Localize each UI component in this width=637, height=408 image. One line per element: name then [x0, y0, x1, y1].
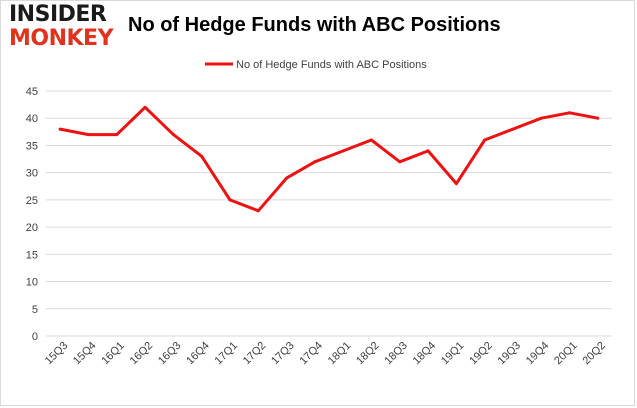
- data-point: [454, 182, 458, 186]
- insider-monkey-logo: INSIDER MONKEY: [9, 4, 119, 50]
- x-tick-label: 16Q3: [156, 340, 184, 368]
- data-point: [511, 127, 515, 131]
- y-tick-label: 30: [26, 168, 38, 180]
- data-point: [228, 198, 232, 202]
- legend: No of Hedge Funds with ABC Positions: [205, 59, 427, 71]
- x-tick-label: 19Q1: [439, 340, 467, 368]
- logo-line-2: MONKEY: [9, 26, 114, 51]
- y-tick-label: 35: [26, 140, 38, 152]
- chart-title: No of Hedge Funds with ABC Positions: [128, 14, 501, 36]
- data-point: [58, 127, 62, 131]
- x-tick-label: 19Q4: [524, 340, 552, 368]
- y-tick-label: 5: [32, 304, 38, 316]
- data-point: [483, 138, 487, 142]
- x-tick-label: 17Q3: [269, 340, 297, 368]
- data-point: [341, 149, 345, 153]
- x-tick-label: 16Q2: [128, 340, 156, 368]
- data-point: [426, 149, 430, 153]
- x-tick-label: 18Q4: [411, 340, 439, 368]
- data-point: [539, 116, 543, 120]
- data-point: [115, 133, 119, 137]
- x-tick-label: 16Q4: [184, 340, 212, 368]
- series-line: [59, 105, 599, 213]
- x-tick-label: 15Q4: [71, 340, 99, 368]
- x-tick-label: 18Q2: [354, 340, 382, 368]
- y-tick-label: 10: [26, 277, 38, 289]
- x-tick-label: 16Q1: [99, 340, 127, 368]
- data-point: [256, 209, 260, 213]
- data-point: [285, 176, 289, 180]
- data-point: [568, 111, 572, 115]
- legend-label: No of Hedge Funds with ABC Positions: [236, 59, 427, 71]
- logo-line-1: INSIDER: [9, 2, 107, 27]
- x-tick-label: 20Q1: [552, 340, 580, 368]
- x-tick-label: 17Q4: [297, 340, 325, 368]
- x-tick-label: 20Q2: [580, 340, 608, 368]
- data-point: [86, 133, 90, 137]
- x-tick-label: 15Q3: [43, 340, 71, 368]
- y-tick-label: 45: [26, 86, 38, 98]
- x-tick-label: 18Q3: [382, 340, 410, 368]
- data-point: [369, 138, 373, 142]
- x-tick-label: 19Q3: [496, 340, 524, 368]
- y-tick-label: 15: [26, 249, 38, 261]
- data-point: [313, 160, 317, 164]
- y-tick-label: 0: [32, 331, 38, 343]
- x-tick-label: 19Q2: [467, 340, 495, 368]
- data-point: [200, 154, 204, 158]
- data-point: [398, 160, 402, 164]
- x-tick-label: 18Q1: [326, 340, 354, 368]
- y-tick-label: 40: [26, 113, 38, 125]
- data-point: [143, 105, 147, 109]
- data-point: [171, 133, 175, 137]
- data-point: [596, 116, 600, 120]
- y-tick-label: 25: [26, 195, 38, 207]
- y-tick-label: 20: [26, 222, 38, 234]
- x-tick-label: 17Q1: [213, 340, 241, 368]
- x-tick-label: 17Q2: [241, 340, 269, 368]
